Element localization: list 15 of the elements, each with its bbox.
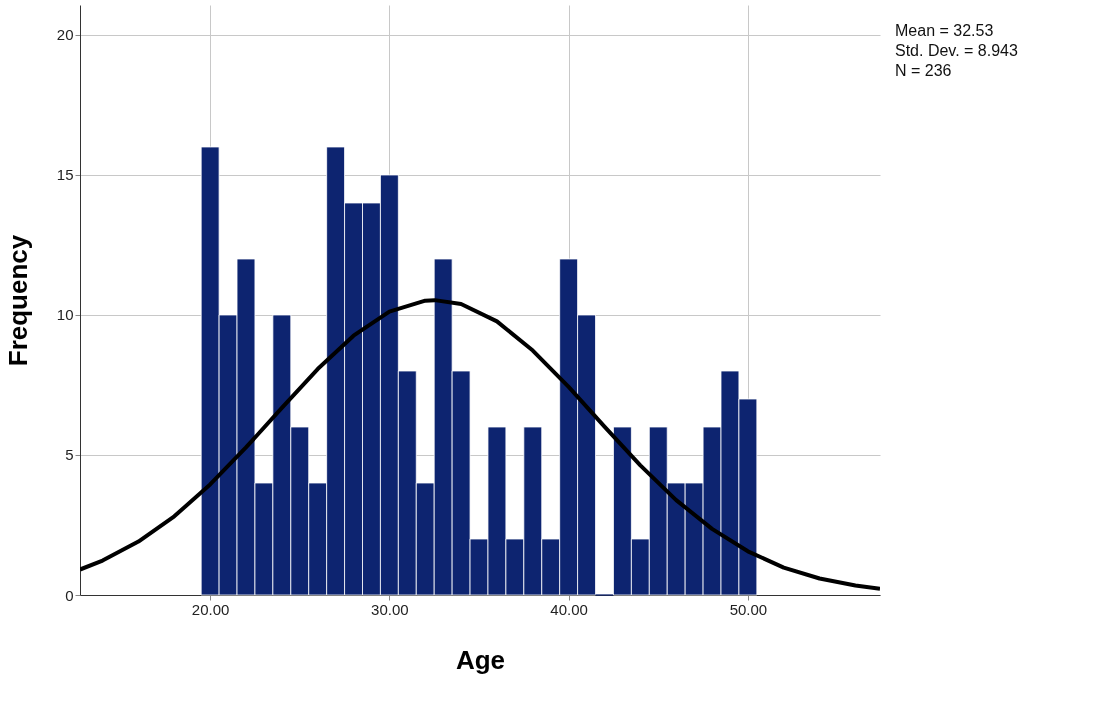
x-tick-label: 20.00 xyxy=(191,600,230,618)
text: Std. Dev. = 8.943 xyxy=(895,42,1018,59)
y-tick-label: 5 xyxy=(65,446,74,464)
y-tick-label: 15 xyxy=(56,166,74,184)
x-tick-label: 50.00 xyxy=(729,600,768,618)
y-tick-label: 10 xyxy=(56,306,74,324)
text: Mean = 32.53 xyxy=(895,22,994,39)
line-series xyxy=(80,298,880,591)
x-axis-title: Age xyxy=(455,644,506,675)
text: N = 236 xyxy=(895,62,952,79)
y-tick-label: 20 xyxy=(56,26,74,44)
y-axis-title: Frequency xyxy=(2,234,33,367)
x-tick-label: 30.00 xyxy=(371,600,409,618)
x-tick-label: 40.00 xyxy=(550,600,588,618)
y-tick-label: 0 xyxy=(65,586,74,604)
